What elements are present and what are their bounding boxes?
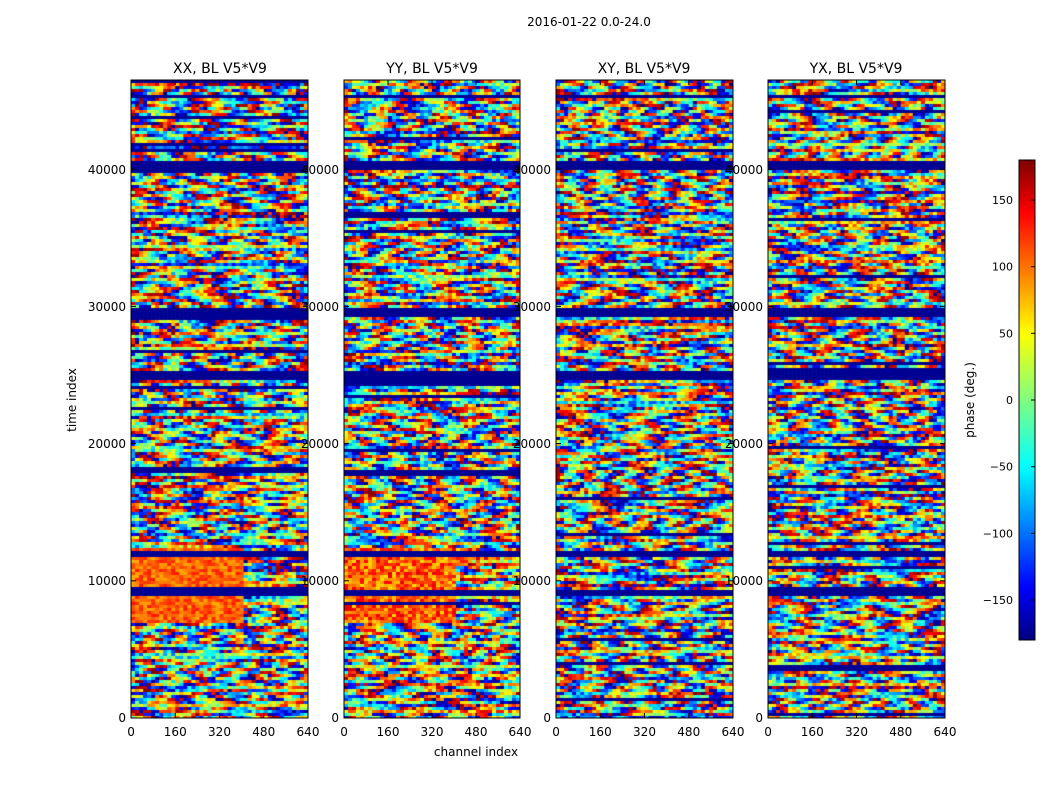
y-tick-label: 30000 — [725, 300, 763, 314]
x-tick-label: 160 — [377, 725, 400, 739]
colorbar-label: phase (deg.) — [963, 362, 977, 438]
y-tick-label: 40000 — [725, 163, 763, 177]
y-tick-label: 30000 — [513, 300, 551, 314]
colorbar-tick-label: −100 — [983, 527, 1013, 540]
figure-suptitle: 2016-01-22 0.0-24.0 — [527, 15, 651, 29]
y-axis-label: time index — [65, 368, 79, 432]
panel-heatmap-image — [131, 80, 308, 718]
y-tick-label: 40000 — [513, 163, 551, 177]
x-tick-labels: 0 160 320 480 640 — [764, 725, 956, 739]
x-tick-label: 0 — [340, 725, 348, 739]
x-tick-label: 480 — [465, 725, 488, 739]
y-tick-label: 0 — [118, 711, 126, 725]
panel-heatmap-image — [344, 80, 520, 718]
x-tick-label: 480 — [889, 725, 912, 739]
x-tick-label: 320 — [208, 725, 231, 739]
colorbar-tick-label: 0 — [1006, 394, 1013, 407]
panel-yy: YY, BL V5*V9 0 160 320 480 640 0 10000 2… — [301, 61, 532, 739]
panel-xx: XX, BL V5*V9 0 160 320 480 640 0 10000 2… — [88, 61, 320, 739]
colorbar-tick-label: −50 — [990, 461, 1013, 474]
panel-title: XX, BL V5*V9 — [173, 61, 267, 77]
y-tick-label: 40000 — [301, 163, 339, 177]
x-tick-label: 320 — [845, 725, 868, 739]
colorbar: 150 100 50 0 −50 −100 −150 phase (deg.) — [963, 159, 1036, 641]
x-tick-label: 640 — [297, 725, 320, 739]
y-tick-label: 0 — [543, 711, 551, 725]
y-tick-label: 10000 — [88, 574, 126, 588]
x-tick-labels: 0 160 320 480 640 — [127, 725, 319, 739]
x-tick-label: 320 — [421, 725, 444, 739]
panel-heatmap-image — [556, 80, 733, 718]
x-tick-label: 160 — [801, 725, 824, 739]
colorbar-tick-label: 150 — [992, 194, 1013, 207]
x-tick-labels: 0 160 320 480 640 — [552, 725, 744, 739]
panel-xy: XY, BL V5*V9 0 160 320 480 640 0 10000 2… — [513, 61, 745, 739]
x-tick-label: 0 — [127, 725, 135, 739]
y-tick-label: 10000 — [513, 574, 551, 588]
x-tick-label: 0 — [552, 725, 560, 739]
panel-heatmap-image — [768, 80, 945, 718]
y-tick-label: 0 — [755, 711, 763, 725]
x-tick-label: 480 — [252, 725, 275, 739]
y-tick-label: 10000 — [301, 574, 339, 588]
x-tick-label: 160 — [164, 725, 187, 739]
y-tick-label: 20000 — [513, 437, 551, 451]
colorbar-tick-labels: 150 100 50 0 −50 −100 −150 — [983, 194, 1035, 607]
x-tick-label: 320 — [633, 725, 656, 739]
x-tick-label: 640 — [722, 725, 745, 739]
x-tick-labels: 0 160 320 480 640 — [340, 725, 531, 739]
colorbar-tick-label: 50 — [999, 327, 1013, 340]
y-tick-label: 20000 — [88, 437, 126, 451]
y-tick-labels: 0 10000 20000 30000 40000 — [301, 163, 339, 725]
y-tick-labels: 0 10000 20000 30000 40000 — [725, 163, 763, 725]
x-axis-label: channel index — [434, 745, 518, 759]
x-tick-label: 0 — [764, 725, 772, 739]
y-tick-label: 30000 — [88, 300, 126, 314]
x-tick-label: 160 — [589, 725, 612, 739]
y-tick-label: 20000 — [301, 437, 339, 451]
y-tick-label: 0 — [331, 711, 339, 725]
x-tick-label: 640 — [934, 725, 957, 739]
y-tick-label: 30000 — [301, 300, 339, 314]
panel-yx: YX, BL V5*V9 0 160 320 480 640 0 10000 2… — [725, 61, 957, 739]
y-tick-label: 10000 — [725, 574, 763, 588]
y-tick-label: 20000 — [725, 437, 763, 451]
panel-title: XY, BL V5*V9 — [598, 61, 691, 77]
panel-title: YX, BL V5*V9 — [809, 61, 903, 77]
y-tick-label: 40000 — [88, 163, 126, 177]
x-tick-label: 480 — [677, 725, 700, 739]
y-tick-labels: 0 10000 20000 30000 40000 — [513, 163, 551, 725]
colorbar-tick-label: −150 — [983, 594, 1013, 607]
x-tick-label: 640 — [509, 725, 532, 739]
y-tick-labels: 0 10000 20000 30000 40000 — [88, 163, 126, 725]
colorbar-tick-label: 100 — [992, 261, 1013, 274]
panel-title: YY, BL V5*V9 — [385, 61, 478, 77]
